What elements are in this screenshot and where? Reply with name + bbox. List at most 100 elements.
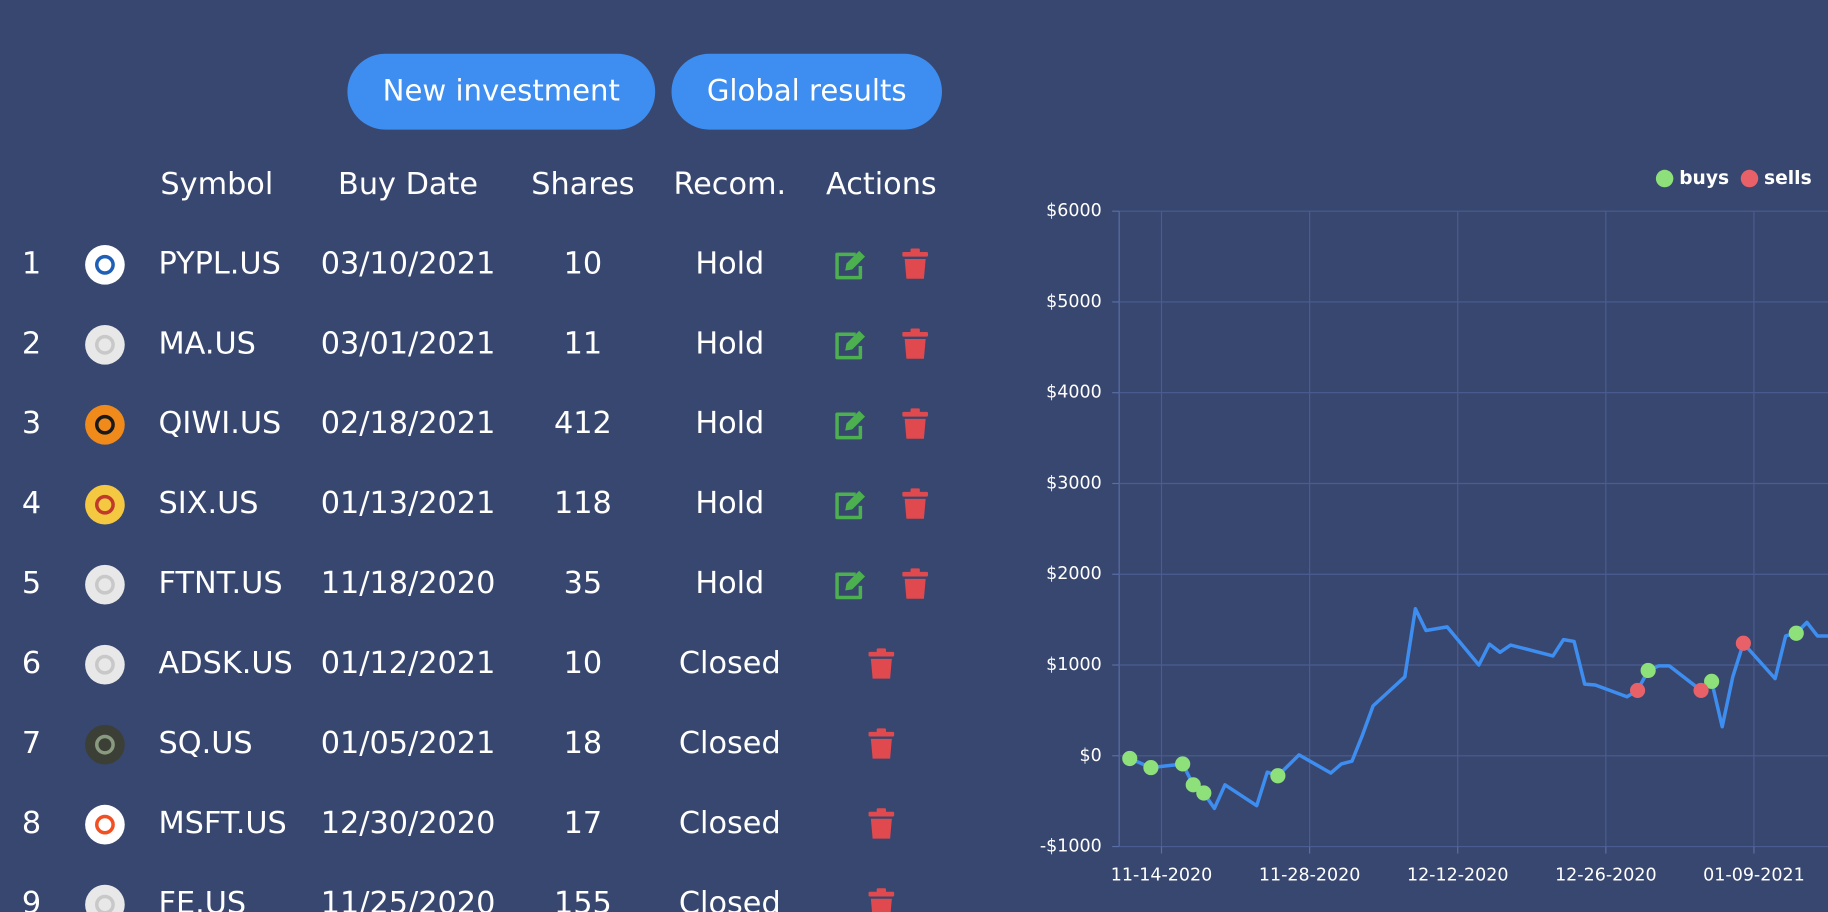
button-label[interactable]: New investment: [383, 73, 620, 107]
column-header: Symbol: [160, 167, 273, 202]
shares: 17: [564, 806, 603, 841]
row-index: 4: [22, 486, 41, 521]
price-line: [1129, 606, 1828, 811]
delete-icon-handle: [910, 248, 920, 254]
delete-icon-body: [904, 578, 926, 599]
trade-point[interactable]: [1704, 673, 1720, 689]
recommendation: Closed: [679, 806, 781, 841]
y-tick-label: $4000: [1046, 383, 1102, 403]
delete-icon-lid: [902, 411, 928, 417]
delete-button[interactable]: [902, 248, 928, 279]
delete-icon-handle: [910, 488, 920, 494]
buy-date: 01/13/2021: [321, 486, 496, 521]
x-tick-label: 12-12-2020: [1407, 866, 1509, 886]
buy-date: 01/05/2021: [321, 726, 496, 761]
table-row: 8 MSFT.US 12/30/2020 17 Closed: [22, 804, 895, 845]
edit-icon-box: [835, 572, 863, 600]
buy-date: 03/01/2021: [321, 326, 496, 361]
column-header: Recom.: [673, 167, 786, 202]
trade-point[interactable]: [1185, 777, 1201, 793]
edit-icon-box: [835, 332, 863, 360]
delete-button[interactable]: [868, 808, 895, 839]
delete-button[interactable]: [902, 408, 928, 439]
trade-point[interactable]: [1143, 760, 1159, 776]
edit-button[interactable]: [835, 490, 866, 520]
edit-icon-pencil: [845, 330, 866, 351]
button-label[interactable]: Global results: [707, 73, 907, 107]
trade-point[interactable]: [1640, 662, 1656, 679]
shares: 35: [564, 566, 603, 601]
trade-point[interactable]: [1693, 682, 1709, 699]
symbol: PYPL.US: [159, 246, 281, 281]
chart: -$1000 $0 $1000 $2000 $3000 $4000 $5000 $6000 11…: [1040, 201, 1828, 886]
recommendation: Hold: [695, 246, 764, 281]
trade-point[interactable]: [1629, 682, 1646, 699]
table-row: 5 FTNT.US 11/18/2020 35 Hold: [22, 564, 928, 605]
buy-date: 11/25/2020: [321, 886, 496, 912]
edit-icon-box: [835, 252, 863, 280]
table-row: 1 PYPL.US 03/10/2021 10 Hold: [22, 244, 928, 285]
recommendation: Hold: [695, 486, 764, 521]
shares: 11: [564, 326, 603, 361]
delete-icon-lid: [902, 491, 928, 497]
trade-point[interactable]: [1122, 750, 1138, 767]
legend-marker: [1740, 169, 1759, 188]
company-logo-detail: [95, 734, 115, 755]
legend-label: buys: [1679, 168, 1729, 189]
trade-point[interactable]: [1788, 625, 1804, 641]
legend-label: sells: [1764, 168, 1812, 189]
delete-button[interactable]: [902, 488, 928, 519]
delete-button[interactable]: [868, 648, 895, 679]
edit-button[interactable]: [835, 410, 866, 440]
table-row: 2 MA.US 03/01/2021 11 Hold: [22, 324, 928, 365]
buy-date: 01/12/2021: [321, 646, 496, 681]
edit-button[interactable]: [835, 330, 866, 360]
buy-date: 02/18/2021: [321, 406, 496, 441]
column-header: Buy Date: [338, 167, 478, 202]
recommendation: Closed: [679, 646, 781, 681]
symbol: MSFT.US: [159, 806, 287, 841]
delete-icon-body: [870, 738, 892, 759]
recommendation: Hold: [695, 566, 764, 601]
y-tick-label: $3000: [1046, 473, 1102, 493]
edit-icon-box: [835, 492, 863, 520]
company-logo: [85, 804, 125, 845]
delete-button[interactable]: [868, 888, 895, 912]
trade-point[interactable]: [1196, 785, 1212, 801]
x-tick-label: 11-14-2020: [1111, 866, 1213, 886]
table-row: 6 ADSK.US 01/12/2021 10 Closed: [22, 644, 895, 685]
trade-point[interactable]: [1735, 635, 1751, 651]
shares: 412: [554, 406, 612, 441]
edit-button[interactable]: [835, 250, 866, 280]
symbol: ADSK.US: [159, 646, 293, 681]
new-investment-button[interactable]: New investment: [347, 53, 656, 130]
symbol: SQ.US: [159, 726, 253, 761]
symbol: QIWI.US: [159, 406, 282, 441]
row-index: 3: [22, 406, 41, 441]
y-tick-label: $2000: [1046, 564, 1102, 584]
y-tick-label: $5000: [1046, 292, 1102, 312]
y-tick-label: $0: [1079, 746, 1101, 766]
buy-date: 12/30/2020: [321, 806, 496, 841]
trade-point[interactable]: [1270, 768, 1286, 784]
company-logo-detail: [95, 894, 115, 912]
company-logo-detail: [95, 494, 115, 515]
delete-icon-handle: [910, 568, 920, 574]
row-index: 7: [22, 726, 41, 761]
delete-button[interactable]: [868, 728, 895, 759]
delete-button[interactable]: [902, 328, 928, 359]
company-logo-detail: [95, 254, 115, 275]
delete-button[interactable]: [902, 568, 928, 599]
company-logo: [85, 644, 125, 685]
row-index: 8: [22, 806, 41, 841]
edit-button[interactable]: [835, 570, 866, 600]
x-tick-label: 11-28-2020: [1259, 866, 1361, 886]
delete-icon-handle: [910, 328, 920, 334]
company-logo: [85, 404, 125, 445]
delete-icon-handle: [876, 808, 887, 813]
global-results-button[interactable]: Global results: [671, 53, 942, 130]
trade-point[interactable]: [1175, 756, 1191, 772]
edit-icon-box: [835, 412, 863, 440]
